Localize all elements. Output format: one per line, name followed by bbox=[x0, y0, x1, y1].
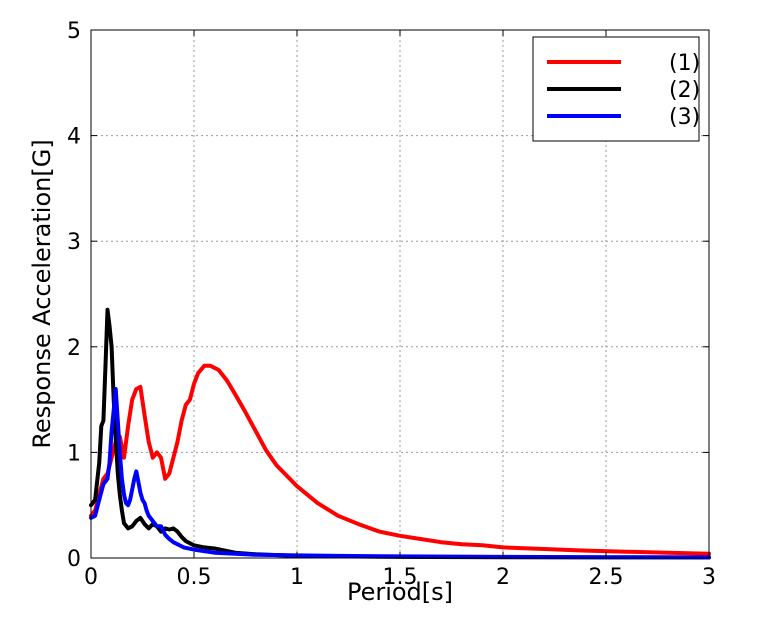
series-line-3 bbox=[89, 387, 711, 560]
x-tick-label: 1.5 bbox=[383, 565, 418, 590]
y-axis-label: Response Acceleration[G] bbox=[28, 139, 56, 448]
axis-ticks: 0 0.5 1 1.5 2 2.5 3 0 1 2 3 4 5 bbox=[67, 19, 716, 590]
x-tick-label: 3 bbox=[702, 565, 716, 590]
y-tick-label: 5 bbox=[67, 19, 81, 44]
x-axis-label: Period[s] bbox=[347, 578, 453, 606]
legend-label-2: (2) bbox=[669, 78, 700, 103]
x-tick-label: 0 bbox=[84, 565, 98, 590]
legend-label-3: (3) bbox=[669, 105, 700, 130]
series-line-1 bbox=[89, 363, 711, 556]
y-tick-label: 4 bbox=[67, 125, 81, 150]
x-tick-label: 0.5 bbox=[177, 565, 212, 590]
series-lines bbox=[89, 307, 711, 560]
legend: (1)(2)(3) bbox=[532, 36, 700, 142]
y-tick-label: 3 bbox=[67, 230, 81, 255]
x-tick-label: 2.5 bbox=[589, 565, 624, 590]
y-tick-label: 0 bbox=[67, 547, 81, 572]
legend-entries: (1)(2)(3) bbox=[547, 51, 700, 130]
y-tick-label: 1 bbox=[67, 441, 81, 466]
legend-label-1: (1) bbox=[669, 51, 700, 76]
y-tick-label: 2 bbox=[67, 336, 81, 361]
x-tick-label: 2 bbox=[496, 565, 510, 590]
x-tick-label: 1 bbox=[290, 565, 304, 590]
